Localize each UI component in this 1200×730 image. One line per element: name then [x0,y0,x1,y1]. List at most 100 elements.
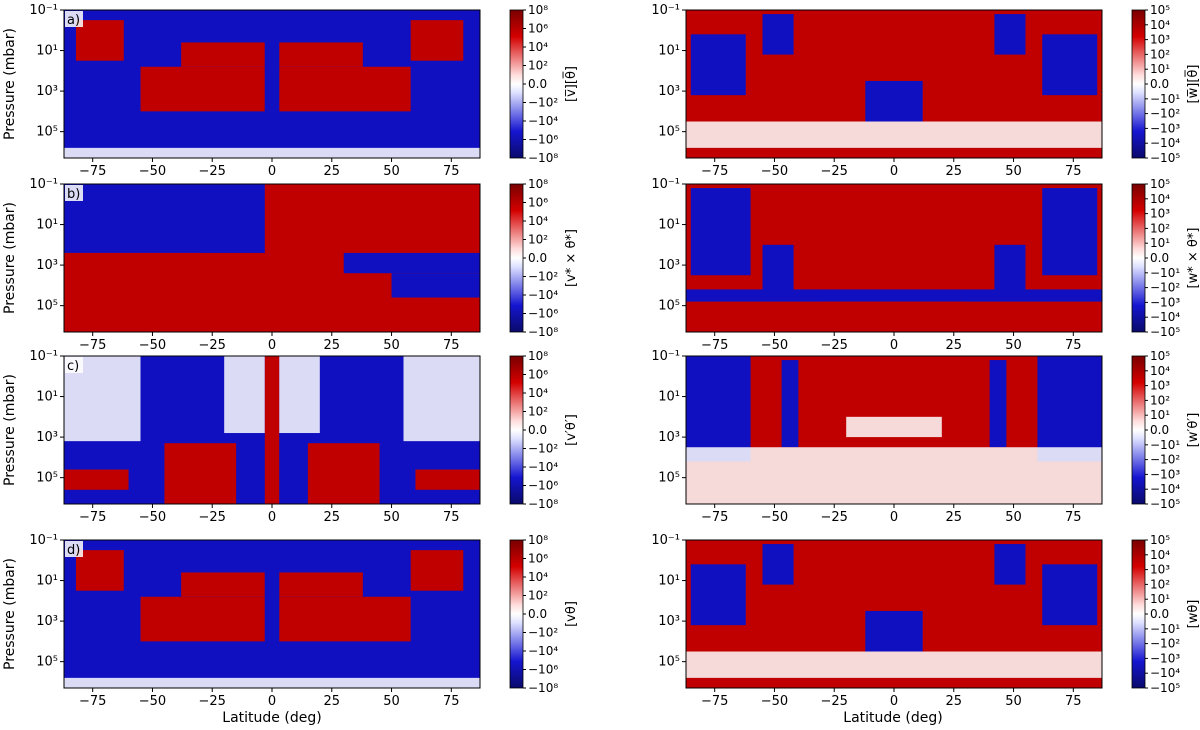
y-tick-label: 10¹ [658,574,680,589]
y-tick-label: 10⁵ [36,299,58,314]
colorbar-tick-label: −10¹ [1150,92,1180,106]
heatmap-region [75,20,124,61]
x-tick-label: 50 [1005,164,1022,179]
colorbar [1131,355,1146,505]
x-tick-label: −25 [821,164,848,179]
y-tick-label: 10¹ [658,44,680,59]
y-tick-label: 10³ [658,430,680,445]
y-tick-label: 10⁻¹ [29,177,58,192]
x-tick-label: −75 [701,338,728,353]
heatmap-region [762,14,794,55]
colorbar-tick-label: 10² [528,589,548,603]
colorbar-tick-label: 10² [1150,577,1170,591]
heatmap-region [64,677,480,688]
heatmap-region [410,20,464,61]
heatmap-region [762,544,794,585]
colorbar-tick-label: 10¹ [1150,408,1170,422]
colorbar [1131,9,1146,159]
y-tick-label: 10⁵ [658,655,680,670]
heatmap-region [264,356,280,504]
colorbar-tick-label: −10⁸ [528,325,558,339]
colorbar [509,183,524,333]
x-tick-label: 50 [1005,694,1022,709]
heatmap-region [140,66,265,112]
x-tick-label: −75 [701,510,728,525]
colorbar-tick-label: 10³ [1150,379,1170,393]
y-tick-label: 10⁻¹ [651,533,680,548]
heatmap-region [686,289,1102,302]
heatmap-region [690,188,751,276]
colorbar-tick-label: −10² [1150,107,1180,121]
y-axis-label: Pressure (mbar) [2,374,18,486]
heatmap-region [64,147,480,158]
panel-label-box [65,11,83,27]
colorbar-tick-label: 10⁴ [1150,548,1170,562]
colorbar-tick-label: −10⁴ [1150,310,1180,324]
heatmap-region [989,360,1007,448]
x-tick-label: 25 [945,164,962,179]
y-tick-label: 10³ [658,84,680,99]
x-tick-label: 50 [383,694,400,709]
colorbar-tick-label: 10⁴ [1150,192,1170,206]
colorbar-label: [v′θ′] [564,414,579,446]
panel-left-2: −75 −50 −25 0 25 50 75 10⁻¹ 10¹ 10³ 10⁵ Pressure (m… [2,349,579,525]
x-tick-label: −50 [761,510,788,525]
colorbar-tick-label: 10⁴ [1150,364,1170,378]
x-tick-label: −75 [79,694,106,709]
x-tick-label: −25 [199,694,226,709]
x-tick-label: 0 [890,510,898,525]
panel-right-0: −75 −50 −25 0 25 50 7510⁻¹10¹10³10⁵10⁵10⁴10³10… [651,3,1200,179]
heatmap-region [762,244,794,296]
y-tick-label: 10³ [36,258,58,273]
colorbar-tick-label: 10¹ [1150,62,1170,76]
y-tick-label: 10⁻¹ [29,533,58,548]
colorbar-tick-label: 10³ [1150,563,1170,577]
x-tick-label: 25 [323,164,340,179]
colorbar-tick-label: −10¹ [1150,266,1180,280]
colorbar [509,539,524,689]
panel-left-0: −75 −50 −25 0 25 50 75 10⁻¹ 10¹ 10³ 10⁵ Pressure (m… [2,3,579,179]
y-tick-label: 10⁻¹ [651,177,680,192]
heatmap-region [64,469,129,490]
heatmap-region [822,301,966,322]
colorbar-tick-label: −10² [528,626,558,640]
panel-label: b) [67,187,80,202]
colorbar-label: [w′θ′] [1186,413,1200,448]
x-tick-label: 75 [443,338,460,353]
colorbar-tick-label: −10¹ [1150,622,1180,636]
y-axis-label: Pressure (mbar) [2,202,18,314]
y-tick-label: 10¹ [36,390,58,405]
heatmap-region [1042,34,1098,96]
x-tick-label: −50 [139,510,166,525]
colorbar-tick-label: 10³ [1150,207,1170,221]
colorbar-tick-label: −10³ [1150,467,1180,481]
heatmap-region [224,356,265,434]
heatmap-region [75,550,124,591]
y-tick-label: 10¹ [36,218,58,233]
heatmap-region [164,443,237,504]
x-tick-label: 50 [1005,510,1022,525]
panel-label: a) [67,13,80,28]
x-tick-label: 50 [1005,338,1022,353]
colorbar-tick-label: 10⁴ [528,214,548,228]
x-axis-label-right: Latitude (deg) [843,710,942,726]
colorbar-tick-label: 10⁸ [528,349,548,363]
x-tick-label: −50 [761,338,788,353]
colorbar-tick-label: 10⁵ [1150,533,1170,547]
colorbar-tick-label: −10⁴ [1150,136,1180,150]
colorbar-tick-label: 10⁴ [528,40,548,54]
heatmap-region [686,651,1102,678]
heatmap-region [391,273,480,298]
colorbar-label: [wθ] [1186,600,1200,629]
y-tick-label: 10³ [658,258,680,273]
colorbar-tick-label: 10⁸ [528,177,548,191]
heatmap-region [686,447,1102,504]
colorbar-tick-label: 10⁵ [1150,3,1170,17]
heatmap-region [865,610,923,652]
colorbar-tick-label: −10⁵ [1150,681,1180,695]
x-tick-label: 75 [1065,338,1082,353]
panel-label-box [65,357,83,373]
y-tick-label: 10¹ [658,390,680,405]
colorbar-tick-label: −10³ [1150,121,1180,135]
heatmap-region [690,34,746,96]
